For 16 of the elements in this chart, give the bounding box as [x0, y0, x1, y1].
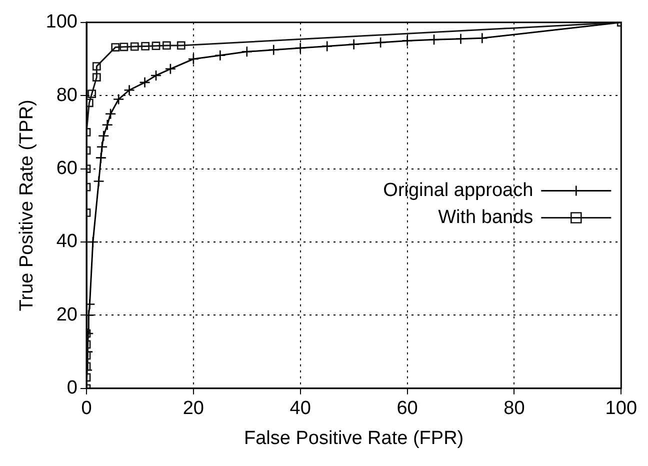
legend-label: With bands [438, 206, 534, 228]
y-tick-label: 80 [56, 84, 78, 106]
x-tick-label: 100 [605, 398, 637, 420]
y-tick-label: 60 [56, 158, 78, 180]
y-tick-label: 20 [56, 304, 78, 326]
x-tick-label: 0 [81, 398, 92, 420]
y-tick-label: 0 [66, 378, 78, 399]
x-tick-label: 60 [396, 398, 418, 420]
y-axis-title: True Positive Rate (TPR) [16, 100, 38, 312]
x-axis-title: False Positive Rate (FPR) [244, 428, 464, 449]
y-tick-label: 40 [56, 231, 78, 252]
x-tick-label: 20 [182, 398, 204, 420]
y-tick-label: 100 [46, 12, 78, 33]
x-tick-label: 80 [504, 398, 525, 420]
legend-label: Original approach [383, 180, 534, 201]
x-tick-label: 40 [290, 398, 311, 420]
